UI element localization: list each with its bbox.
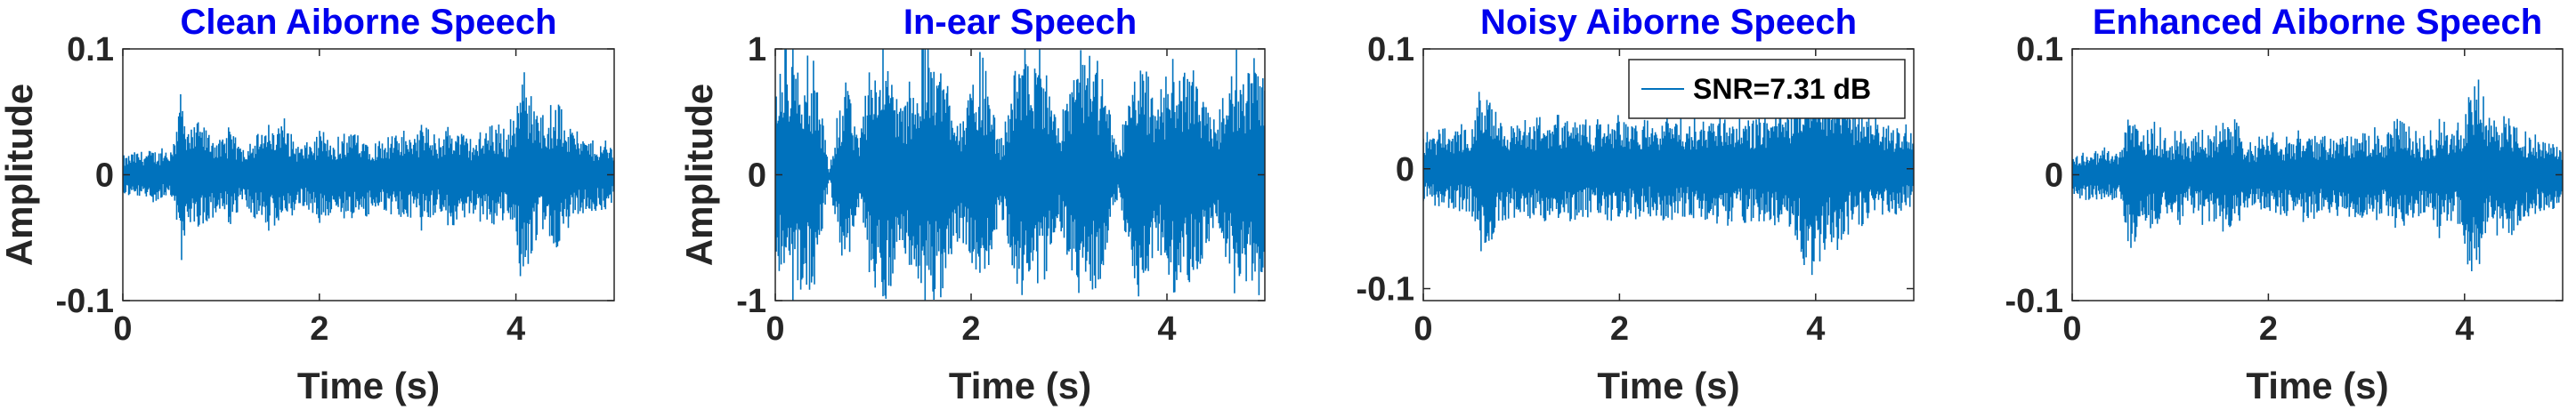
y-axis-label: Amplitude bbox=[678, 84, 720, 266]
x-axis-label: Time (s) bbox=[1597, 365, 1739, 406]
y-tick-label: 0 bbox=[2045, 157, 2063, 195]
x-tick-label: 2 bbox=[310, 310, 328, 348]
chart-title: Clean Aiborne Speech bbox=[180, 3, 556, 42]
x-axis-label: Time (s) bbox=[297, 365, 440, 406]
y-tick-label: 0 bbox=[1396, 151, 1414, 189]
y-axis-label: Amplitude bbox=[0, 84, 40, 266]
chart-title: Noisy Aiborne Speech bbox=[1480, 3, 1857, 42]
x-tick-label: 4 bbox=[1157, 310, 1176, 348]
x-tick-label: 2 bbox=[961, 310, 980, 348]
y-tick-label: 0.1 bbox=[2016, 31, 2063, 68]
y-tick-label: 0.1 bbox=[1367, 31, 1414, 68]
y-tick-label: -1 bbox=[736, 283, 766, 320]
legend-label: SNR=7.31 dB bbox=[1693, 73, 1871, 105]
signal-series-2 bbox=[775, 49, 1265, 301]
x-axis-label: Time (s) bbox=[949, 365, 1091, 406]
legend: SNR=7.31 dB bbox=[1628, 59, 1906, 119]
chart-title: Enhanced Aiborne Speech bbox=[2093, 3, 2542, 42]
x-tick-label: 0 bbox=[766, 310, 784, 348]
x-tick-label: 0 bbox=[1414, 310, 1432, 348]
x-tick-label: 4 bbox=[506, 310, 525, 348]
chart-title: In-ear Speech bbox=[903, 3, 1137, 42]
y-tick-label: 0.1 bbox=[67, 31, 114, 68]
y-tick-label: 0 bbox=[748, 157, 766, 195]
x-tick-label: 2 bbox=[1610, 310, 1629, 348]
y-tick-label: -0.1 bbox=[1357, 271, 1414, 309]
x-tick-label: 0 bbox=[2062, 310, 2081, 348]
x-axis-label: Time (s) bbox=[2246, 365, 2388, 406]
x-tick-label: 4 bbox=[1806, 310, 1825, 348]
x-tick-label: 0 bbox=[113, 310, 132, 348]
axes-box bbox=[1422, 48, 1915, 301]
y-tick-label: -0.1 bbox=[2005, 283, 2063, 320]
y-tick-label: -0.1 bbox=[56, 283, 114, 320]
x-tick-label: 4 bbox=[2455, 310, 2474, 348]
y-tick-label: 0 bbox=[95, 157, 114, 195]
x-tick-label: 2 bbox=[2259, 310, 2278, 348]
y-tick-label: 1 bbox=[748, 31, 766, 68]
